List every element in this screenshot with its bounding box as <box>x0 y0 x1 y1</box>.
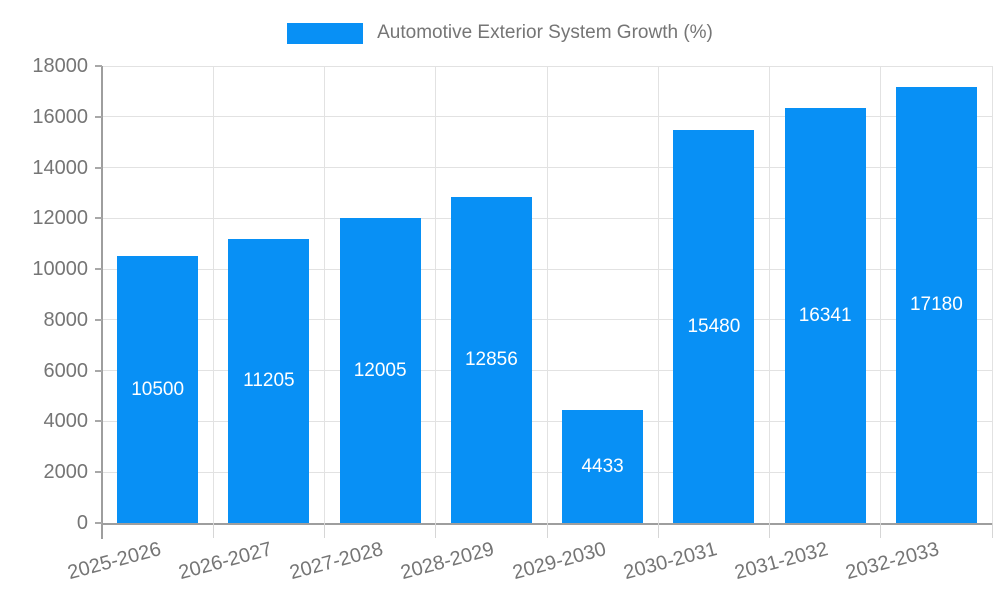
y-axis-label: 8000 <box>43 308 89 331</box>
plot-area: 10500 11205 12005 12856 4433 15480 16341 17180 <box>102 65 993 523</box>
x-axis-tick <box>324 523 325 538</box>
bar: 4433 <box>562 410 644 523</box>
x-axis-tick <box>880 523 882 538</box>
bar: 17180 <box>895 86 977 523</box>
bar: 12856 <box>450 196 532 523</box>
y-axis-tick <box>95 471 102 474</box>
bar-value-label: 17180 <box>909 294 963 316</box>
bar: 16341 <box>784 108 866 523</box>
y-axis-tick <box>95 268 102 271</box>
x-axis-tick <box>212 523 214 538</box>
bar-value-label: 12005 <box>353 360 407 382</box>
y-axis-tick <box>95 65 102 67</box>
y-axis-tick <box>95 522 102 524</box>
y-axis-label: 6000 <box>43 359 89 382</box>
legend-label: Automotive Exterior System Growth (%) <box>377 22 713 43</box>
bar: 10500 <box>117 256 199 523</box>
x-gridline <box>212 66 214 523</box>
y-axis-label: 18000 <box>32 55 88 77</box>
x-gridline <box>991 66 993 523</box>
y-axis-tick <box>95 318 102 321</box>
bar-value-label: 16341 <box>798 305 852 327</box>
bar: 12005 <box>339 218 421 523</box>
y-axis-tick <box>95 166 102 169</box>
x-gridline <box>657 66 659 523</box>
legend-swatch <box>287 22 364 44</box>
y-axis-label: 4000 <box>43 410 89 433</box>
y-axis-tick <box>95 369 102 372</box>
y-axis-line <box>100 66 103 539</box>
bar-value-label: 10500 <box>131 379 185 401</box>
y-axis-tick <box>95 420 102 423</box>
y-axis-label: 14000 <box>32 156 88 179</box>
y-axis-label: 2000 <box>43 461 89 484</box>
bar: 11205 <box>228 238 310 523</box>
y-axis-tick <box>95 115 102 118</box>
x-gridline <box>769 66 770 523</box>
y-axis-label: 16000 <box>32 105 88 128</box>
bar-value-label: 4433 <box>581 456 624 478</box>
chart-legend: Automotive Exterior System Growth (%) <box>0 22 1000 44</box>
x-axis-tick <box>991 523 993 538</box>
bar-value-label: 11205 <box>243 370 295 392</box>
x-axis-tick <box>769 523 770 538</box>
bar: 15480 <box>673 129 755 523</box>
x-axis-tick <box>657 523 659 538</box>
x-axis-tick <box>546 523 548 538</box>
x-axis-tick <box>435 523 437 538</box>
y-axis-tick <box>95 217 102 220</box>
y-axis-label: 0 <box>76 512 88 534</box>
x-gridline <box>880 66 882 523</box>
x-gridline <box>435 66 437 523</box>
bar-value-label: 12856 <box>464 349 518 371</box>
x-gridline <box>546 66 548 523</box>
y-axis-label: 10000 <box>32 258 88 281</box>
x-gridline <box>324 66 325 523</box>
bar-value-label: 15480 <box>687 315 741 337</box>
y-axis-label: 12000 <box>32 207 88 230</box>
